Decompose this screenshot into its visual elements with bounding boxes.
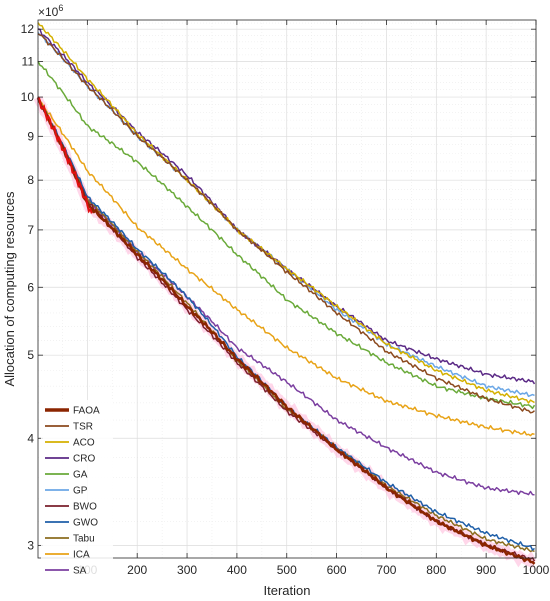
x-tick-label: 1000 (523, 563, 550, 577)
y-axis: 3 4 5 6 7 8 9 10 11 12 (21, 22, 536, 552)
y-tick-label: 11 (22, 55, 35, 69)
legend-item-gwo: GWO (73, 518, 98, 529)
legend-item-sa: SA (73, 566, 87, 577)
series-line-tsr (37, 33, 535, 414)
legend-item-cro: CRO (73, 454, 95, 465)
y-tick-label: 4 (27, 431, 34, 445)
series-line-aco (37, 22, 535, 404)
x-tick-label: 700 (376, 563, 396, 577)
x-axis: 1002003004005006007008009001000 (77, 20, 550, 577)
legend-item-tabu: Tabu (73, 534, 95, 545)
y-tick-label: 5 (27, 348, 34, 362)
y-axis-label: Allocation of computing resources (2, 191, 17, 387)
x-tick-label: 500 (277, 563, 297, 577)
y-tick-label: 8 (27, 173, 34, 187)
x-tick-label: 300 (177, 563, 197, 577)
x-tick-label: 800 (426, 563, 446, 577)
legend-item-gp: GP (73, 486, 88, 497)
series-line-ica (37, 100, 535, 437)
faoa-highlight (37, 96, 93, 214)
y-tick-label: 7 (27, 223, 34, 237)
legend-item-ica: ICA (73, 550, 90, 561)
y-tick-label: 9 (27, 129, 34, 143)
legend-item-tsr: TSR (73, 422, 93, 433)
legend-item-bwo: BWO (73, 502, 97, 513)
legend-item-aco: ACO (73, 438, 95, 449)
x-tick-label: 200 (127, 563, 147, 577)
y-tick-label: 10 (21, 90, 35, 104)
plot-lines (33, 22, 537, 568)
x-tick-label: 900 (476, 563, 496, 577)
legend-item-faoa: FAOA (73, 406, 100, 417)
x-axis-label: Iteration (264, 583, 311, 598)
exponent-label: ×106 (38, 3, 63, 19)
y-tick-label: 6 (27, 280, 34, 294)
series-line-faoa (36, 97, 536, 565)
x-tick-label: 600 (327, 563, 347, 577)
y-tick-label: 12 (21, 22, 35, 36)
legend: FAOA TSR ACO CRO GA GP BWO GWO Tabu ICA SA (41, 400, 113, 580)
legend-item-ga: GA (73, 470, 88, 481)
x-tick-label: 400 (227, 563, 247, 577)
series-line-ga (37, 60, 536, 410)
exponent-power: 6 (58, 3, 63, 13)
y-tick-label: 3 (27, 538, 34, 552)
